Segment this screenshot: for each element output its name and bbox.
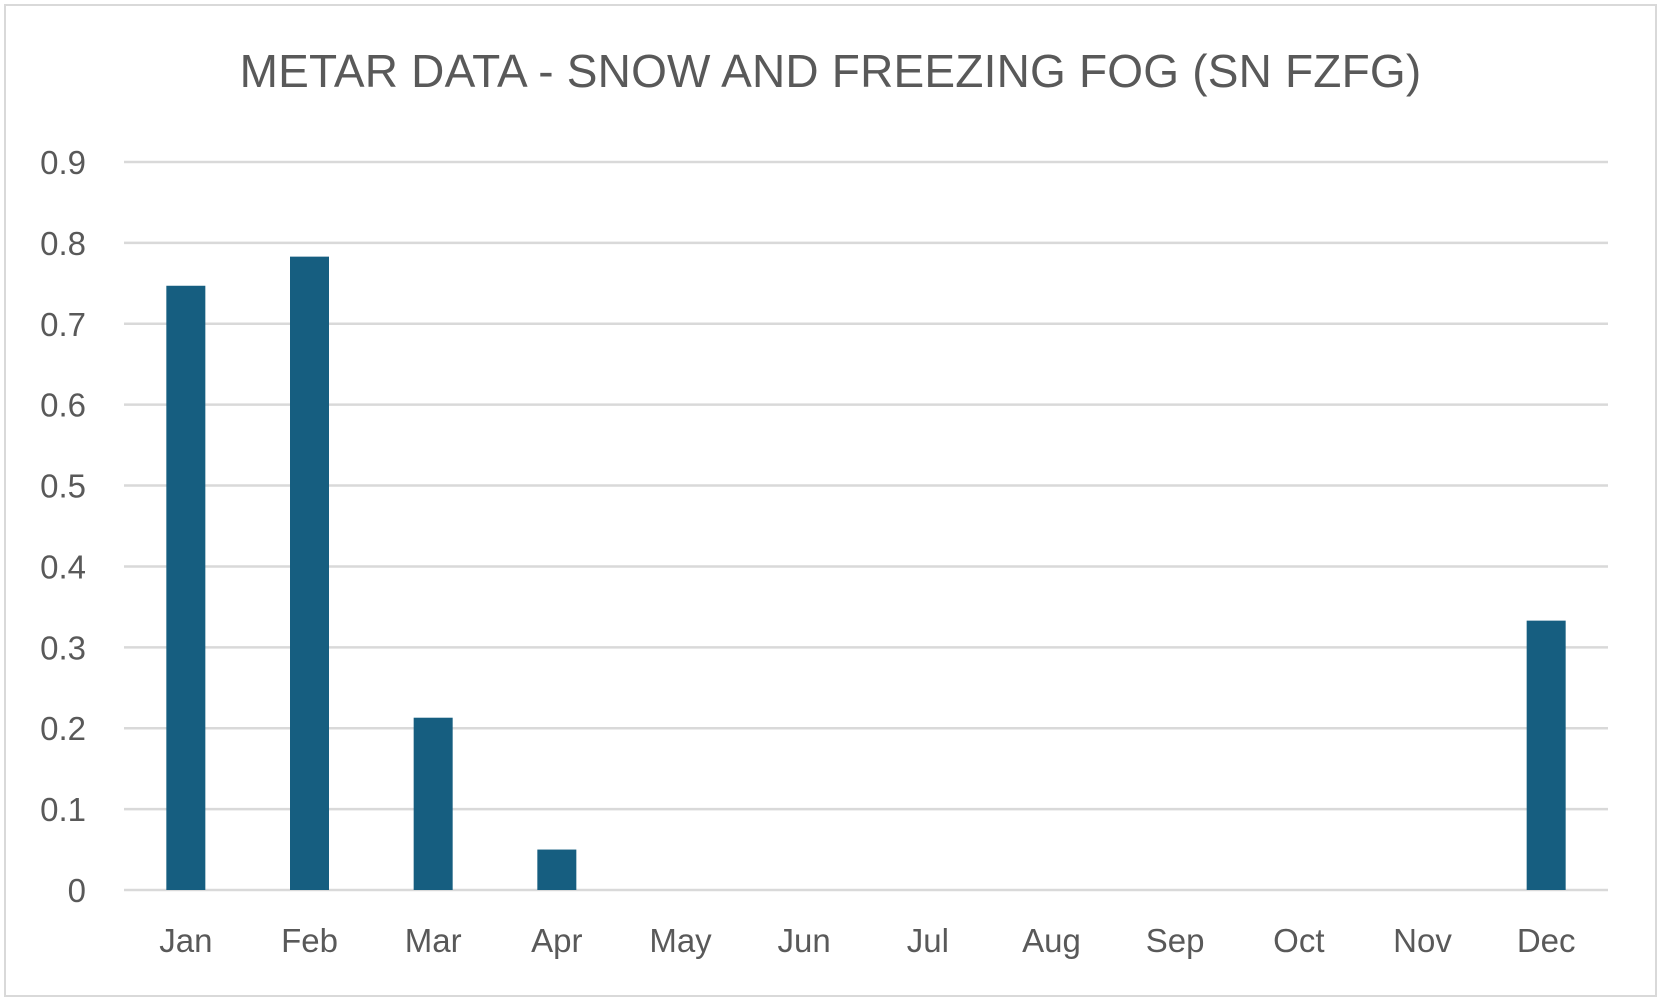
- x-tick-label: Sep: [1146, 922, 1205, 959]
- bar-dec: [1526, 620, 1566, 890]
- x-tick-label: Nov: [1393, 922, 1452, 959]
- y-tick-label: 0.6: [40, 387, 86, 424]
- y-tick-label: 0.3: [40, 629, 86, 666]
- y-tick-label: 0: [68, 872, 86, 909]
- chart-title: METAR DATA - SNOW AND FREEZING FOG (SN F…: [239, 45, 1422, 97]
- x-tick-label: Jun: [778, 922, 831, 959]
- y-tick-label: 0.7: [40, 306, 86, 343]
- x-tick-label: May: [649, 922, 712, 959]
- x-axis-ticks: Jan Feb Mar Apr May Jun Jul Aug Sep Oct Nov Dec: [159, 922, 1575, 959]
- y-axis-ticks: 0 0.1 0.2 0.3 0.4 0.5 0.6 0.7 0.8 0.9: [40, 144, 86, 909]
- x-tick-label: Feb: [281, 922, 338, 959]
- x-tick-label: Mar: [405, 922, 462, 959]
- x-tick-label: Aug: [1022, 922, 1081, 959]
- bar-feb: [290, 256, 329, 890]
- x-tick-label: Jan: [159, 922, 212, 959]
- x-tick-label: Apr: [531, 922, 582, 959]
- bar-mar: [413, 717, 453, 890]
- chart-frame: METAR DATA - SNOW AND FREEZING FOG (SN F…: [4, 4, 1657, 997]
- x-tick-label: Dec: [1517, 922, 1576, 959]
- y-tick-label: 0.4: [40, 548, 86, 585]
- bar-jan: [166, 285, 206, 890]
- bars: [166, 256, 1566, 890]
- y-tick-label: 0.9: [40, 144, 86, 181]
- y-tick-label: 0.5: [40, 468, 86, 505]
- y-tick-label: 0.1: [40, 791, 86, 828]
- y-tick-label: 0.2: [40, 710, 86, 747]
- bar-apr: [537, 849, 577, 890]
- x-tick-label: Oct: [1273, 922, 1324, 959]
- y-tick-label: 0.8: [40, 225, 86, 262]
- x-tick-label: Jul: [907, 922, 949, 959]
- gridlines: [124, 160, 1608, 892]
